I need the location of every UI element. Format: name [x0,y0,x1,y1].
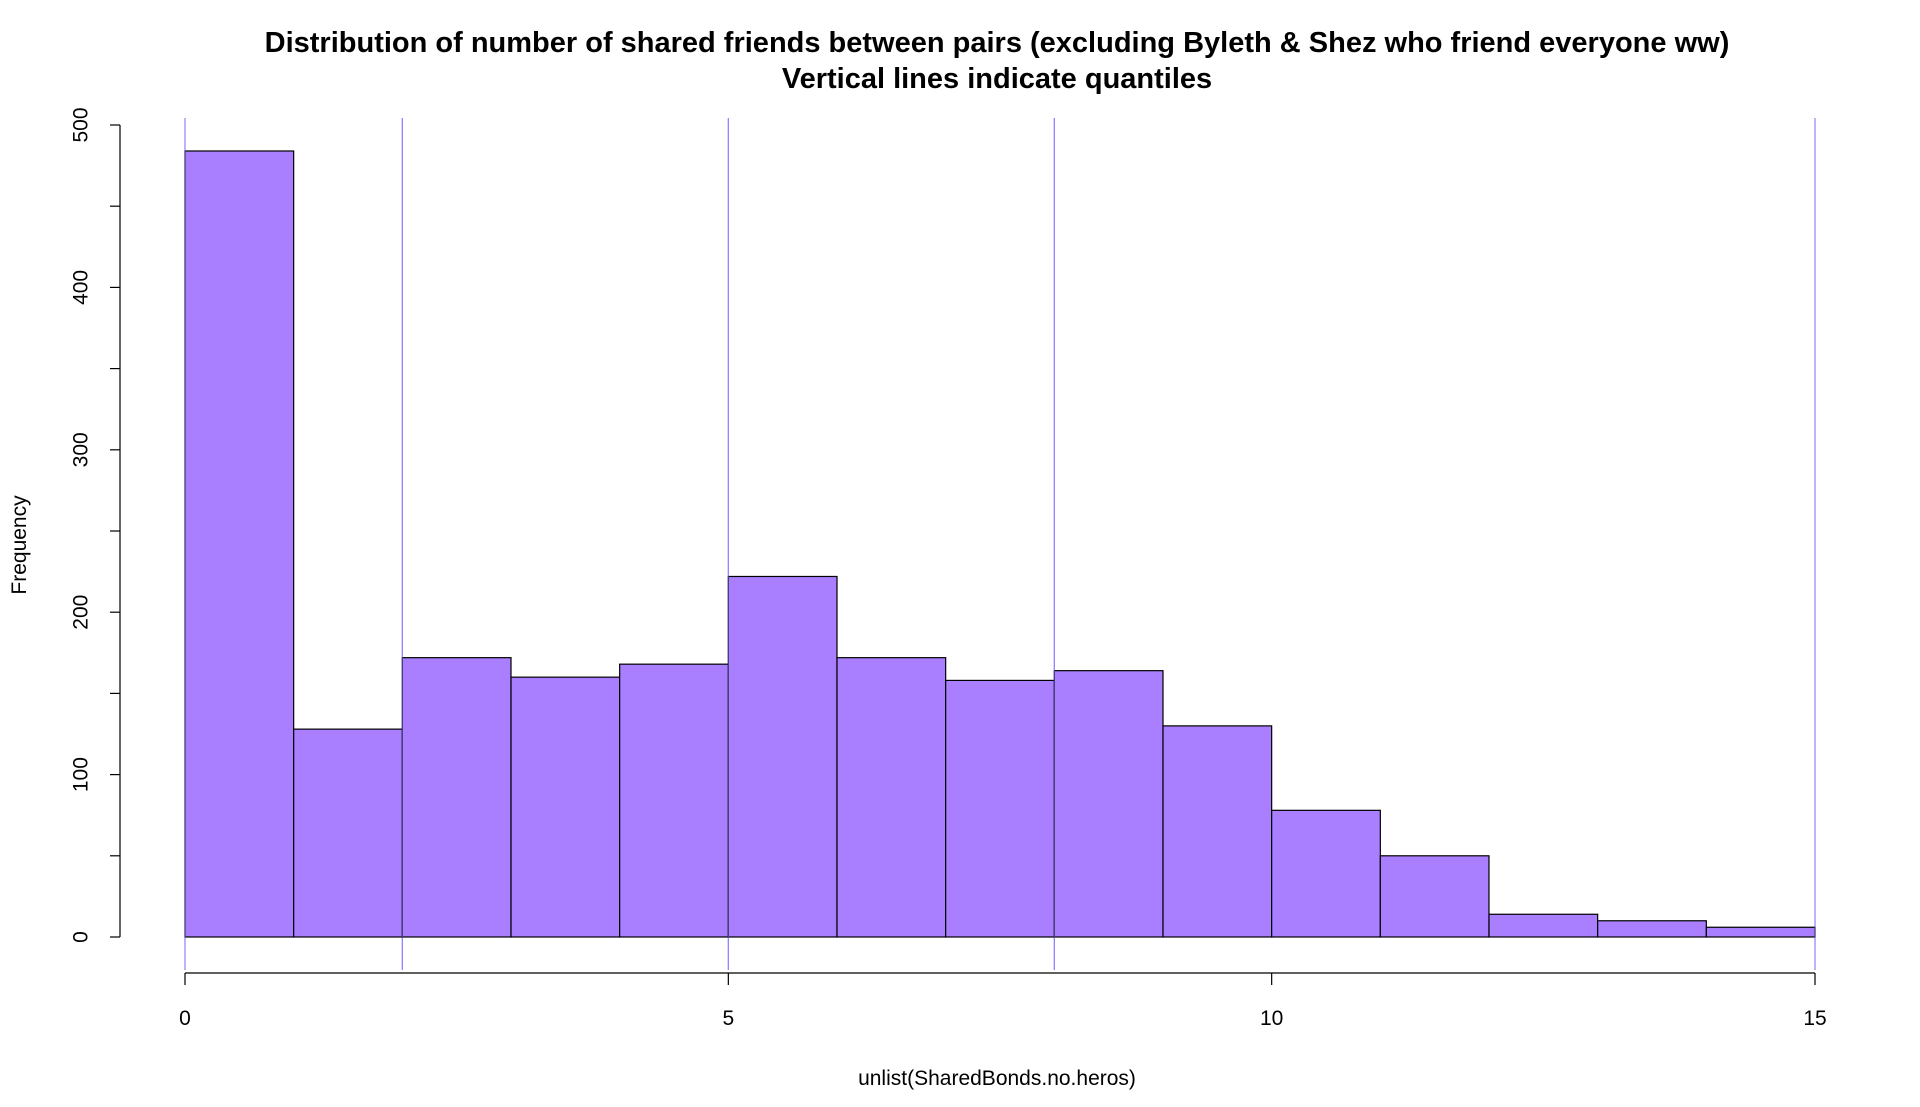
histogram-bar [510,676,621,938]
histogram-bar [619,663,729,938]
histogram-bar [1488,913,1599,938]
chart-title: Distribution of number of shared friends… [265,27,1730,59]
histogram-bar [1379,855,1490,938]
y-axis-label: Frequency [8,495,31,595]
histogram-bar [401,657,512,938]
histogram-bar [1597,920,1707,938]
y-tick-label: 100 [70,757,93,792]
chart-subtitle: Vertical lines indicate quantiles [782,63,1212,95]
y-tick-label: 500 [70,107,93,142]
y-tick-label: 300 [70,432,93,467]
y-tick-label: 200 [70,595,93,630]
histogram-bar [836,657,947,938]
x-tick-label: 15 [1803,1007,1826,1030]
axes: 0 5 10 15 0 100 200 300 400 500 [70,107,1827,1030]
histogram-bar [293,728,403,938]
histogram-bar [1053,670,1164,938]
histogram-bar [1271,809,1381,938]
y-tick-label: 0 [70,931,93,943]
x-tick-label: 5 [722,1007,734,1030]
y-tick-label: 400 [70,270,93,305]
histogram-bars [184,118,1816,970]
histogram-bar [945,679,1055,938]
x-axis-label: unlist(SharedBonds.no.heros) [858,1067,1136,1090]
x-tick-label: 10 [1260,1007,1283,1030]
histogram-bar [184,150,295,938]
x-tick-label: 0 [179,1007,191,1030]
histogram-bar [1705,926,1816,938]
histogram-bar [727,575,838,938]
histogram-bar [1162,725,1273,938]
